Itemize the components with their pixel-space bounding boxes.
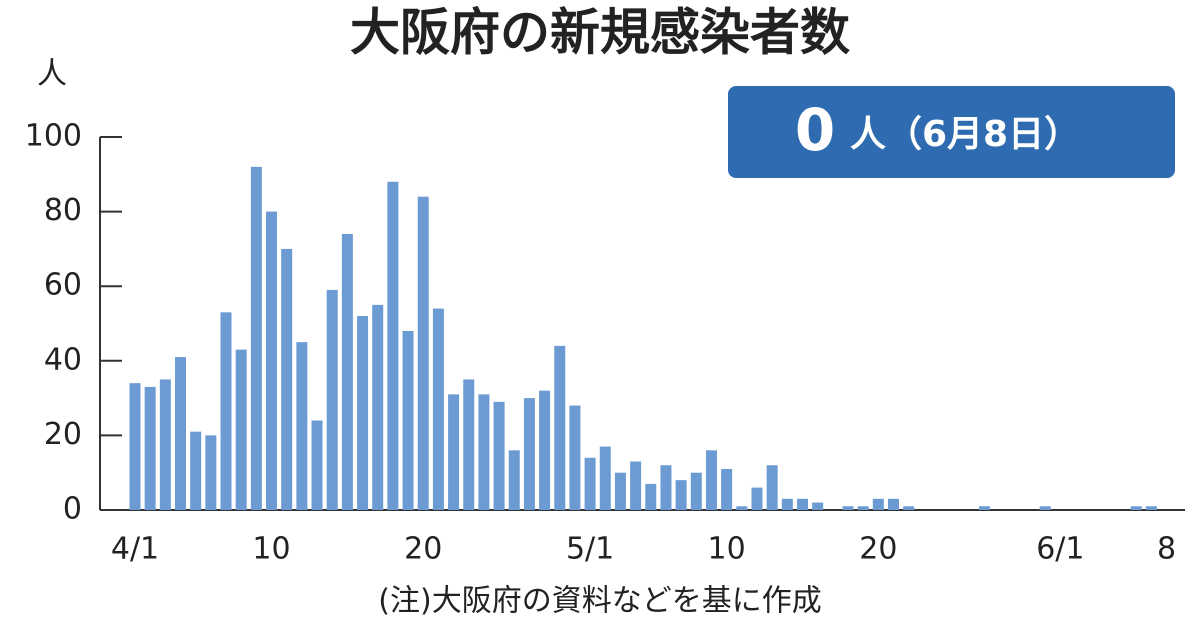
bar [448, 394, 460, 510]
bar [372, 304, 384, 510]
bar [539, 390, 551, 510]
bar [979, 506, 991, 510]
bar [599, 446, 611, 510]
bar [796, 498, 808, 510]
chart-title: 大阪府の新規感染者数 [350, 4, 850, 62]
bar [660, 465, 672, 510]
y-tick-label: 20 [44, 417, 82, 452]
bar [554, 345, 566, 510]
bar [1130, 506, 1142, 510]
bar [675, 480, 687, 510]
x-tick-label: 6/1 [1036, 532, 1084, 567]
bar [781, 498, 793, 510]
bar [645, 483, 657, 510]
bar [812, 502, 824, 510]
y-tick-label: 0 [63, 492, 82, 527]
bar [402, 330, 414, 510]
bar [463, 379, 475, 510]
bar [857, 506, 869, 510]
bar [903, 506, 915, 510]
bar [872, 498, 884, 510]
x-tick-label: 8 [1157, 532, 1176, 567]
bar [523, 398, 535, 510]
bar [751, 487, 763, 510]
y-tick-label: 60 [44, 268, 82, 303]
bar [690, 472, 702, 510]
bar [888, 498, 899, 510]
bar [266, 211, 278, 510]
bar [630, 461, 642, 510]
y-tick-label: 100 [25, 119, 82, 154]
bar [235, 349, 247, 510]
x-tick-label: 20 [859, 532, 897, 567]
bar [357, 316, 369, 510]
y-tick-label: 40 [44, 342, 82, 377]
bar [614, 472, 626, 510]
bar [705, 450, 717, 510]
bar [584, 457, 596, 510]
bar [721, 468, 733, 510]
bar [842, 506, 854, 510]
bar [311, 420, 323, 510]
bar [478, 394, 490, 510]
bar [326, 289, 338, 510]
bar [190, 431, 202, 510]
bar [129, 383, 141, 510]
x-tick-label: 5/1 [566, 532, 614, 567]
bar [205, 435, 217, 510]
bar [281, 248, 293, 510]
bar [159, 379, 171, 510]
note: (注)大阪府の資料などを基に作成 [378, 584, 821, 619]
bar [766, 465, 778, 510]
y-tick-label: 80 [44, 193, 82, 228]
x-tick-label: 4/1 [111, 532, 159, 567]
bar [296, 342, 308, 510]
badge-value: 0 [795, 96, 835, 164]
bar [417, 196, 429, 510]
x-tick-label: 20 [404, 532, 442, 567]
bar [508, 450, 520, 510]
bar [493, 401, 505, 510]
bar [432, 308, 444, 510]
bar [1039, 506, 1051, 510]
bar [220, 312, 232, 510]
bar [387, 181, 399, 510]
badge-text: 人（6月8日） [850, 114, 1080, 155]
bar [1145, 506, 1157, 510]
bar [736, 506, 748, 510]
bar [175, 357, 187, 510]
bar [144, 386, 156, 510]
bar [341, 233, 353, 511]
y-unit: 人 [37, 57, 67, 92]
x-tick-label: 10 [708, 532, 746, 567]
bar [569, 405, 581, 510]
bar [250, 166, 262, 510]
badge [728, 86, 1175, 178]
x-tick-label: 10 [252, 532, 290, 567]
